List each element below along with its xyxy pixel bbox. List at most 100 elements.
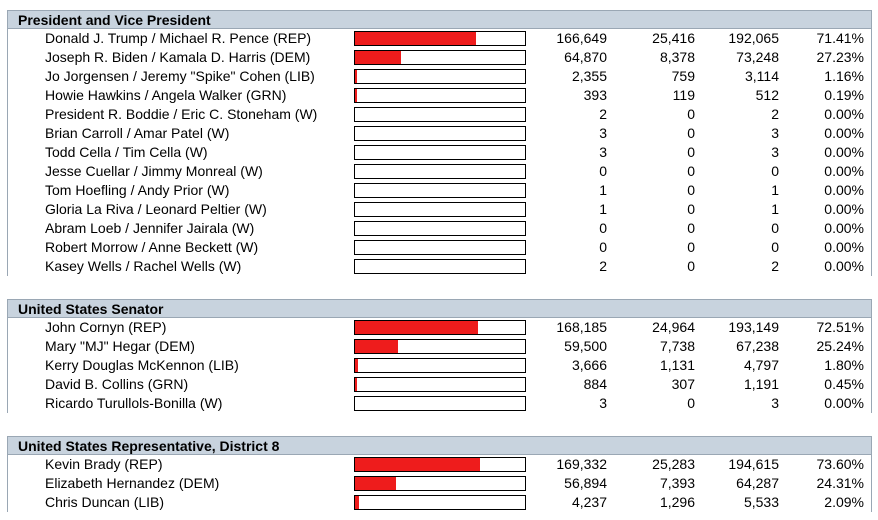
vote-share-fill (355, 70, 357, 83)
candidate-row: Mary "MJ" Hegar (DEM) 59,500 7,738 67,238 25… (8, 337, 871, 356)
vote-percent: 0.00% (824, 106, 864, 122)
vote-share-fill (355, 32, 476, 45)
votes-col-2: 0 (687, 144, 695, 160)
candidate-name: John Cornyn (REP) (45, 319, 167, 335)
candidate-row: Jo Jorgensen / Jeremy "Spike" Cohen (LIB… (8, 67, 871, 86)
votes-col-2: 8,378 (659, 49, 695, 65)
votes-total: 2 (771, 258, 779, 274)
race-section: United States Representative, District 8… (7, 436, 872, 512)
candidate-list: Kevin Brady (REP) 169,332 25,283 194,615 73.… (7, 455, 872, 512)
candidate-row: David B. Collins (GRN) 884 307 1,191 0.45% (8, 375, 871, 394)
votes-total: 1,191 (743, 376, 779, 392)
votes-total: 0 (771, 239, 779, 255)
votes-total: 2 (771, 106, 779, 122)
candidate-row: Todd Cella / Tim Cella (W) 3 0 3 0.00% (8, 143, 871, 162)
vote-share-fill (355, 477, 396, 490)
vote-share-bar (354, 31, 526, 46)
candidate-row: Gloria La Riva / Leonard Peltier (W) 1 0 1 0… (8, 200, 871, 219)
candidate-name: Todd Cella / Tim Cella (W) (45, 144, 208, 160)
vote-share-bar (354, 88, 526, 103)
vote-share-bar (354, 202, 526, 217)
votes-total: 3,114 (745, 68, 779, 84)
votes-total: 3 (771, 125, 779, 141)
vote-share-fill (355, 340, 398, 353)
candidate-name: Gloria La Riva / Leonard Peltier (W) (45, 201, 267, 217)
vote-share-bar (354, 495, 526, 510)
votes-total: 0 (771, 163, 779, 179)
vote-share-bar (354, 164, 526, 179)
candidate-list: John Cornyn (REP) 168,185 24,964 193,149 72.… (7, 318, 872, 413)
vote-percent: 0.00% (824, 239, 864, 255)
votes-col-2: 7,738 (659, 338, 695, 354)
vote-percent: 1.80% (824, 357, 864, 373)
vote-percent: 73.60% (816, 456, 864, 472)
votes-col-2: 0 (687, 182, 695, 198)
vote-share-bar (354, 107, 526, 122)
vote-share-fill (355, 51, 401, 64)
candidate-row: Tom Hoefling / Andy Prior (W) 1 0 1 0.00% (8, 181, 871, 200)
votes-col-2: 0 (687, 125, 695, 141)
candidate-row: Robert Morrow / Anne Beckett (W) 0 0 0 0.00% (8, 238, 871, 257)
votes-total: 1 (771, 182, 779, 198)
votes-col-1: 1 (599, 201, 607, 217)
candidate-row: Kevin Brady (REP) 169,332 25,283 194,615 73.… (8, 455, 871, 474)
votes-col-2: 25,416 (652, 30, 695, 46)
votes-col-1: 169,332 (556, 456, 607, 472)
vote-share-bar (354, 339, 526, 354)
votes-col-2: 7,393 (659, 475, 695, 491)
votes-col-1: 3 (599, 144, 607, 160)
candidate-name: Brian Carroll / Amar Patel (W) (45, 125, 230, 141)
votes-col-1: 64,870 (564, 49, 607, 65)
votes-col-2: 307 (671, 376, 695, 392)
vote-share-bar (354, 221, 526, 236)
vote-percent: 0.19% (824, 87, 864, 103)
candidate-name: Kevin Brady (REP) (45, 456, 163, 472)
vote-percent: 25.24% (816, 338, 864, 354)
vote-share-bar (354, 183, 526, 198)
vote-percent: 0.00% (824, 201, 864, 217)
vote-percent: 0.00% (824, 220, 864, 236)
candidate-name: Chris Duncan (LIB) (45, 494, 165, 510)
vote-share-fill (355, 458, 480, 471)
vote-percent: 71.41% (816, 30, 864, 46)
race-section: United States Senator John Cornyn (REP) 16… (7, 299, 872, 413)
vote-share-bar (354, 145, 526, 160)
votes-col-2: 0 (687, 106, 695, 122)
vote-percent: 2.09% (824, 494, 864, 510)
votes-col-1: 2 (599, 258, 607, 274)
votes-col-2: 759 (671, 68, 695, 84)
vote-share-fill (355, 359, 358, 372)
votes-total: 1 (771, 201, 779, 217)
vote-share-bar (354, 476, 526, 491)
votes-col-1: 1 (599, 182, 607, 198)
votes-col-1: 3,666 (571, 357, 607, 373)
candidate-row: Kerry Douglas McKennon (LIB) 3,666 1,131 4,… (8, 356, 871, 375)
votes-col-2: 119 (672, 87, 695, 103)
votes-col-1: 0 (599, 163, 607, 179)
race-title: President and Vice President (7, 10, 872, 29)
votes-col-2: 0 (687, 220, 695, 236)
candidate-row: Kasey Wells / Rachel Wells (W) 2 0 2 0.00% (8, 257, 871, 276)
candidate-row: Howie Hawkins / Angela Walker (GRN) 393 11… (8, 86, 871, 105)
vote-percent: 0.00% (824, 163, 864, 179)
candidate-name: Robert Morrow / Anne Beckett (W) (45, 239, 259, 255)
votes-col-1: 3 (599, 395, 607, 411)
vote-percent: 0.00% (824, 144, 864, 160)
vote-share-fill (355, 378, 357, 391)
vote-share-bar (354, 69, 526, 84)
vote-share-fill (355, 89, 357, 102)
candidate-name: Ricardo Turullols-Bonilla (W) (45, 395, 223, 411)
vote-share-bar (354, 259, 526, 274)
vote-share-bar (354, 396, 526, 411)
candidate-name: Donald J. Trump / Michael R. Pence (REP) (45, 30, 312, 46)
vote-percent: 0.00% (824, 125, 864, 141)
candidate-row: Brian Carroll / Amar Patel (W) 3 0 3 0.00% (8, 124, 871, 143)
vote-percent: 72.51% (816, 319, 864, 335)
vote-percent: 24.31% (816, 475, 864, 491)
vote-share-bar (354, 320, 526, 335)
candidate-name: Jesse Cuellar / Jimmy Monreal (W) (45, 163, 263, 179)
candidate-row: Joseph R. Biden / Kamala D. Harris (DEM)… (8, 48, 871, 67)
candidate-name: Jo Jorgensen / Jeremy "Spike" Cohen (LIB… (45, 68, 315, 84)
votes-col-1: 56,894 (564, 475, 607, 491)
votes-total: 512 (755, 87, 779, 103)
